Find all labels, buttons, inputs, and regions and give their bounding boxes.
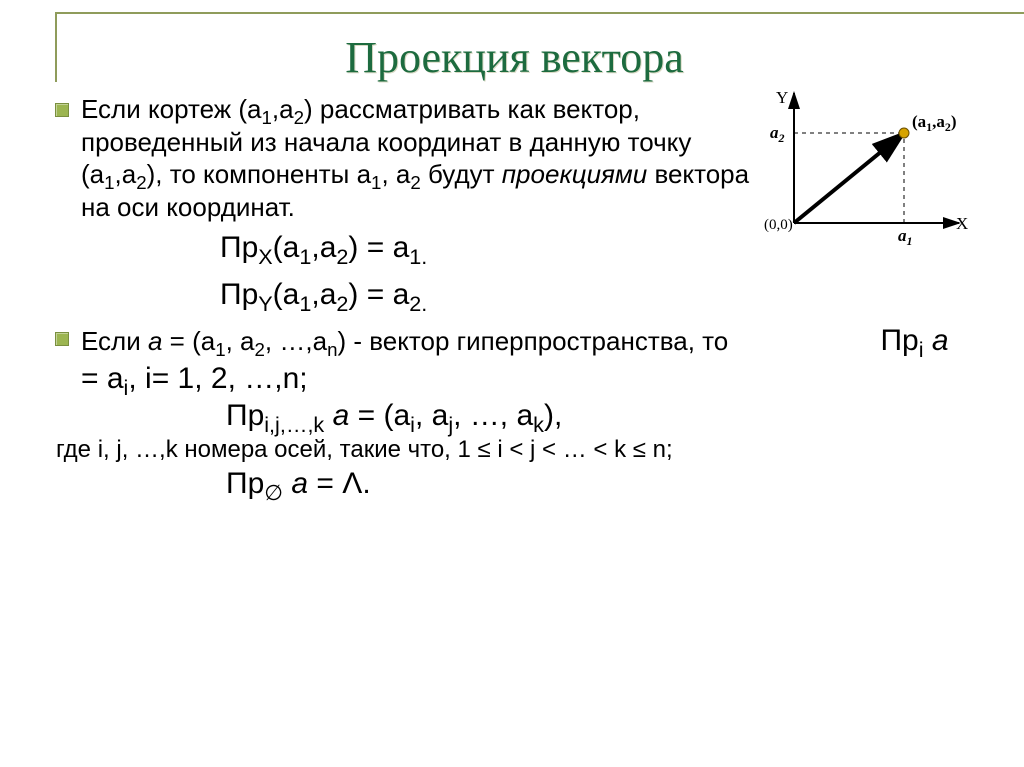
svg-text:(0,0): (0,0) [764, 217, 793, 233]
top-row: Если кортеж (a1,a2) рассматривать как ве… [55, 93, 974, 318]
t: 1 [299, 291, 311, 316]
bullet-2-text: Если a = (a1, a2, …,an) - вектор гиперпр… [81, 322, 974, 502]
t: 2 [255, 339, 265, 360]
t: 1 [215, 339, 225, 360]
t: Пр [220, 231, 258, 264]
t: 2 [336, 244, 348, 269]
t: , …,a [265, 326, 327, 356]
t: a [148, 326, 162, 356]
t: Если [81, 326, 148, 356]
t: a [924, 324, 949, 357]
t: k [533, 412, 544, 437]
t: 1 [371, 172, 381, 193]
t: ) = a [348, 278, 409, 311]
t: ) - вектор гиперпространства, то [337, 326, 728, 356]
t: (a [273, 278, 300, 311]
formula-prijk: Прi,j,…,k a = (ai, aj, …, ak), [226, 397, 974, 435]
t: X [258, 244, 272, 269]
t: = (a [162, 326, 215, 356]
t-em: проекциями [502, 159, 647, 189]
t: Если кортеж (a [81, 94, 262, 124]
t: где i, j, …,k номера осей, такие что, 1 … [56, 436, 673, 463]
t: , a [415, 399, 448, 432]
t: ,a [311, 231, 336, 264]
t: 2 [136, 172, 146, 193]
t: a [324, 399, 349, 432]
t: ∅ [264, 480, 283, 505]
projection-formulas: ПрX(a1,a2) = a1. ПрY(a1,a2) = a2. [220, 225, 754, 318]
t: 1 [299, 244, 311, 269]
t: ), то компоненты a [147, 159, 371, 189]
bullet-1-text: Если кортеж (a1,a2) рассматривать как ве… [81, 93, 754, 223]
svg-text:a1: a1 [898, 226, 913, 248]
index-note: где i, j, …,k номера осей, такие что, 1 … [56, 435, 974, 465]
formula-prx: ПрX(a1,a2) = a1. [220, 225, 754, 272]
t: , …, a [453, 399, 533, 432]
t: , a [226, 326, 255, 356]
hyper-intro: Если a = (a1, a2, …,an) - вектор гиперпр… [81, 322, 974, 397]
vector-svg: Y X (0,0) (a1,a2) a2 a1 [759, 83, 974, 253]
vector-chart: Y X (0,0) (a1,a2) a2 a1 [759, 83, 974, 253]
t: ), [544, 399, 562, 432]
t: будут [421, 159, 502, 189]
t: 2 [410, 172, 420, 193]
formula-pr-empty: Пр∅ a = Λ. [226, 465, 974, 503]
t: 1 [262, 107, 272, 128]
t: Пр [226, 467, 264, 500]
t: Пр [226, 399, 264, 432]
t: 2. [409, 291, 427, 316]
svg-text:(a1,a2): (a1,a2) [912, 112, 957, 134]
content: Если кортеж (a1,a2) рассматривать как ве… [55, 93, 974, 502]
t: ,a [115, 159, 137, 189]
t: = Λ. [308, 467, 371, 500]
t: Пр [220, 278, 258, 311]
svg-text:Y: Y [776, 88, 788, 107]
frame-top [55, 12, 1024, 14]
bullet-1: Если кортеж (a1,a2) рассматривать как ве… [55, 93, 754, 223]
t: = (a [349, 399, 410, 432]
t: (a [273, 231, 300, 264]
t: 1 [104, 172, 114, 193]
bullet-2: Если a = (a1, a2, …,an) - вектор гиперпр… [55, 322, 974, 502]
t: ,a [272, 94, 294, 124]
svg-text:a2: a2 [770, 123, 785, 145]
frame-left [55, 12, 57, 82]
t: Y [258, 291, 272, 316]
top-left: Если кортеж (a1,a2) рассматривать как ве… [55, 93, 754, 318]
bullet-square-icon [55, 332, 69, 346]
page-title: Проекция вектора [55, 32, 974, 83]
t: = a [81, 362, 124, 395]
t: i,j,…,k [264, 412, 324, 437]
t: 2 [336, 291, 348, 316]
t: a [283, 467, 308, 500]
t: ,a [311, 278, 336, 311]
t: 1. [409, 244, 427, 269]
bullet-square-icon [55, 103, 69, 117]
t: ) = a [348, 231, 409, 264]
slide: Проекция вектора Если кортеж (a1,a2) рас… [0, 0, 1024, 767]
svg-text:X: X [956, 214, 968, 233]
t: 2 [294, 107, 304, 128]
formula-pry: ПрY(a1,a2) = a2. [220, 272, 754, 319]
t: Пр [880, 324, 918, 357]
t: , a [381, 159, 410, 189]
t: n [327, 339, 337, 360]
t: , i= 1, 2, …,n; [128, 362, 307, 395]
